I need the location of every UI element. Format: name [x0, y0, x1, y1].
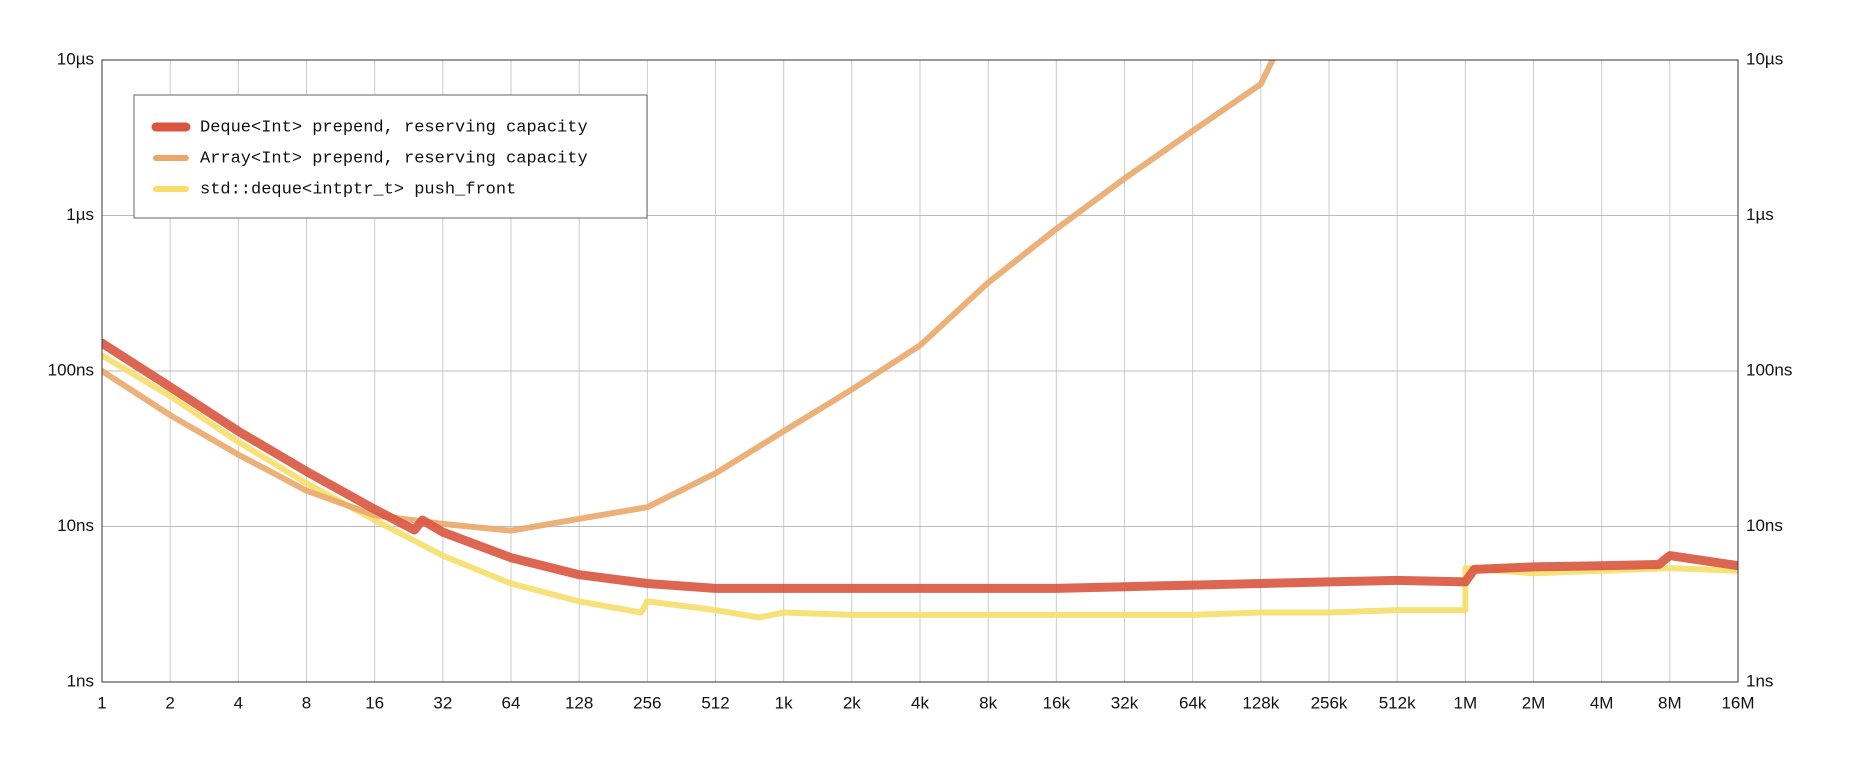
tick-labels: 1 2 4 8 16 32 64 128 256 512 1k 2k 4k 8k 16k 32k 64k 128k…: [48, 49, 1793, 712]
y-tick-label-right: 1ns: [1746, 671, 1773, 690]
x-tick-label: 2: [165, 693, 174, 712]
x-tick-label: 4k: [911, 693, 929, 712]
series-line: [102, 338, 1738, 593]
y-tick-label: 1ns: [67, 671, 94, 690]
y-tick-label: 1µs: [66, 205, 94, 224]
y-tick-label-right: 1µs: [1746, 205, 1774, 224]
y-tick-label-right: 10µs: [1746, 49, 1783, 68]
x-tick-label: 256: [633, 693, 661, 712]
x-tick-label: 16M: [1721, 693, 1754, 712]
y-tick-label: 10µs: [57, 49, 94, 68]
x-tick-label: 16: [365, 693, 384, 712]
y-tick-label: 100ns: [48, 360, 94, 379]
y-tick-label-right: 100ns: [1746, 360, 1792, 379]
plot-frame: [101, 59, 1739, 683]
x-tick-label: 64k: [1179, 693, 1207, 712]
x-tick-label: 512k: [1379, 693, 1416, 712]
x-tick-label: 2k: [843, 693, 861, 712]
x-tick-label: 64: [502, 693, 521, 712]
x-tick-label: 32: [433, 693, 452, 712]
y-tick-label-right: 10ns: [1746, 516, 1783, 535]
x-tick-label: 8: [302, 693, 311, 712]
plot-area: [102, 60, 1738, 621]
y-tick-label: 10ns: [57, 516, 94, 535]
x-tick-label: 2M: [1522, 693, 1546, 712]
x-tick-label: 1M: [1454, 693, 1478, 712]
x-tick-label: 512: [701, 693, 729, 712]
series-line: [102, 352, 1738, 621]
legend-box: [133, 94, 648, 219]
x-tick-label: 256k: [1311, 693, 1348, 712]
legend: Deque<Int> prepend, reserving capacity Ar…: [133, 94, 648, 219]
legend-label: std::deque<intptr_t> push_front: [200, 180, 516, 199]
x-tick-label: 4: [234, 693, 243, 712]
x-tick-label: 8k: [979, 693, 997, 712]
x-tick-label: 1: [97, 693, 106, 712]
x-tick-label: 128: [565, 693, 593, 712]
x-tick-label: 4M: [1590, 693, 1614, 712]
series-line: [102, 60, 1276, 534]
x-tick-label: 32k: [1111, 693, 1139, 712]
x-tick-label: 16k: [1043, 693, 1071, 712]
x-tick-label: 1k: [775, 693, 793, 712]
legend-label: Array<Int> prepend, reserving capacity: [200, 149, 588, 168]
x-tick-label: 8M: [1658, 693, 1682, 712]
legend-label: Deque<Int> prepend, reserving capacity: [200, 118, 588, 137]
x-tick-label: 128k: [1242, 693, 1279, 712]
